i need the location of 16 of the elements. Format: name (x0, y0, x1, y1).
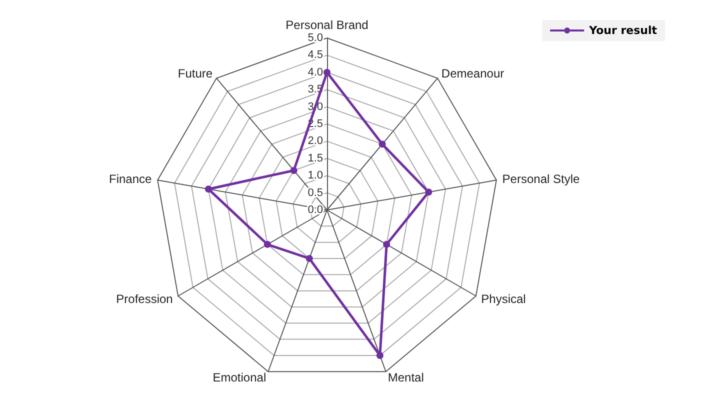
spoke-label: Personal Brand (286, 18, 368, 32)
spoke-label: Physical (481, 292, 526, 306)
y-tick-label: 4.0 (308, 66, 323, 78)
y-tick-label: 2.0 (308, 135, 323, 148)
spoke-label: Profession (116, 292, 173, 306)
y-tick-label: 1.5 (308, 152, 323, 164)
y-tick-label: 4.5 (308, 49, 323, 62)
spoke-label: Demeanour (441, 66, 504, 81)
y-tick-label: 1.0 (308, 170, 323, 182)
spoke-label: Future (178, 66, 213, 81)
legend-label: Your result (588, 24, 657, 37)
spoke-label: Personal Style (502, 172, 580, 186)
y-tick-label: 5.0 (308, 32, 323, 44)
spoke-label: Emotional (212, 370, 266, 384)
spoke-label: Finance (109, 172, 152, 186)
spoke-label: Mental (388, 370, 424, 384)
